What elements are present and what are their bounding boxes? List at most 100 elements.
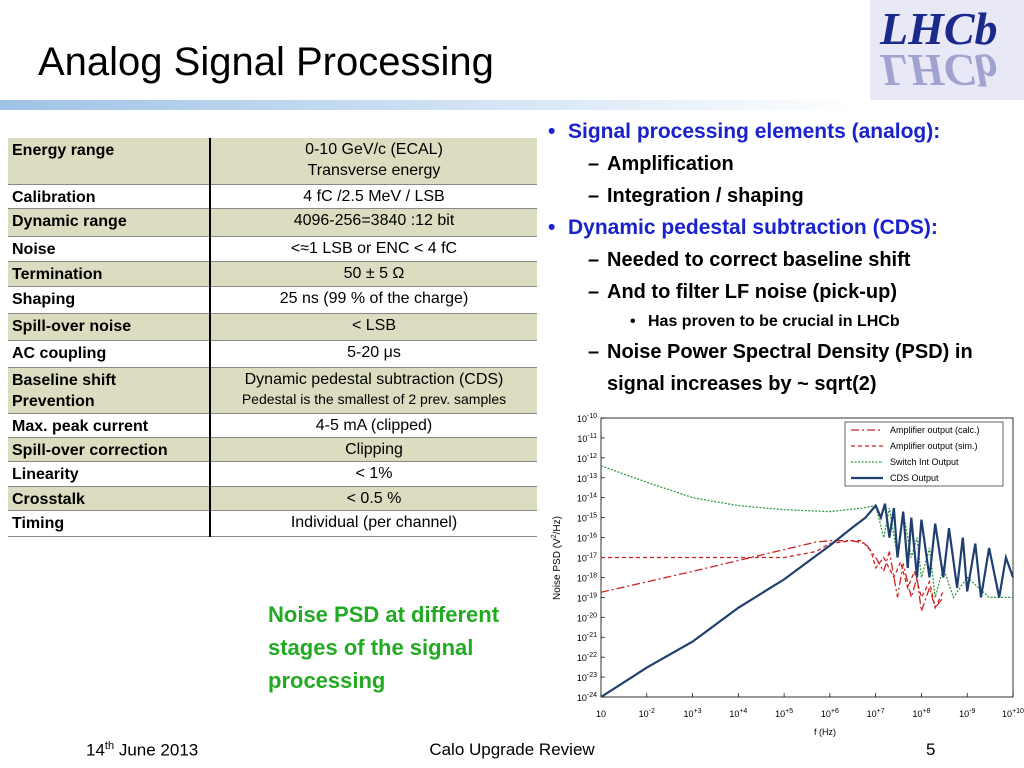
- label-cell: Max. peak current: [8, 413, 211, 438]
- label-cell: Baseline shift Prevention: [8, 367, 211, 414]
- tick-base: 10: [729, 709, 739, 719]
- value-cell: 4096-256=3840 :12 bit: [210, 208, 537, 237]
- bullet: • Dynamic pedestal subtraction (CDS):: [548, 212, 1024, 244]
- cell-line: Shaping: [12, 290, 76, 308]
- tick-exp: -20: [587, 612, 597, 619]
- y-label-part: Noise PSD (V: [552, 538, 563, 600]
- tick-exp: -14: [587, 493, 597, 500]
- tick-label: 10+8: [912, 708, 930, 720]
- tick-base: 10: [577, 474, 587, 484]
- tick-base: 10: [684, 709, 694, 719]
- cell-line: < 0.5 %: [346, 489, 402, 507]
- cell-line: Crosstalk: [12, 490, 85, 508]
- tick-base: 10: [577, 594, 587, 604]
- value-cell: 50 ± 5 Ω: [210, 261, 537, 287]
- bullet-marker: •: [548, 120, 556, 143]
- tick-exp: +6: [831, 708, 839, 715]
- table-row: Noise <≈1 LSB or ENC < 4 fC: [8, 236, 537, 262]
- tick-label: 10-13: [577, 473, 597, 485]
- bullet-marker: –: [588, 281, 600, 303]
- value-cell: < 0.5 %: [210, 486, 537, 511]
- tick-base: 10: [577, 494, 587, 504]
- tick-base: 10: [577, 454, 587, 464]
- tick-exp: -17: [587, 552, 597, 559]
- cell-line: 4 fC /2.5 MeV / LSB: [303, 187, 445, 205]
- tick-exp: -2: [649, 708, 655, 715]
- table-row: Energy range 0-10 GeV/c (ECAL) Transverse …: [8, 138, 537, 185]
- series-line: [600, 503, 1015, 698]
- cell-line: Termination: [12, 265, 103, 283]
- tick-label: 10-21: [577, 632, 597, 644]
- x-axis-label: f (Hz): [814, 727, 836, 737]
- tick-exp: -18: [587, 572, 597, 579]
- tick-base: 10: [959, 709, 969, 719]
- cell-line: Clipping: [345, 440, 403, 458]
- cell-line: Max. peak current: [12, 417, 149, 435]
- table-row: Calibration 4 fC /2.5 MeV / LSB: [8, 184, 537, 209]
- logo: LHCb LHCb: [870, 0, 1024, 100]
- cell-line: <≈1 LSB or ENC < 4 fC: [290, 239, 458, 257]
- value-cell: 4-5 mA (clipped): [210, 413, 537, 438]
- value-cell: 25 ns (99 % of the charge): [210, 286, 537, 314]
- value-cell: < LSB: [210, 313, 537, 341]
- cell-line: 4-5 mA (clipped): [315, 416, 433, 434]
- bullet-text: Signal processing elements (analog):: [568, 120, 941, 143]
- logo-reflection: LHCb: [880, 45, 998, 96]
- tick-exp: +3: [694, 708, 702, 715]
- value-cell: 5-20 μs: [210, 340, 537, 368]
- tick-base: 10: [577, 574, 587, 584]
- psd-chart: 10-1010-1110-1210-1310-1410-1510-1610-17…: [551, 413, 1024, 737]
- legend-label: Amplifier output (sim.): [890, 441, 978, 451]
- label-cell: AC coupling: [8, 340, 211, 368]
- tick-label: 10+3: [684, 708, 702, 720]
- tick-exp: +8: [922, 708, 930, 715]
- bullet-text: Noise Power Spectral Density (PSD) in si…: [607, 341, 973, 395]
- title-band: [0, 100, 860, 110]
- tick-exp: +7: [877, 708, 885, 715]
- logo-text: LHCb: [880, 3, 998, 54]
- bullet: – Amplification: [548, 148, 1024, 180]
- value-cell: 4 fC /2.5 MeV / LSB: [210, 184, 537, 209]
- tick-exp: -23: [587, 672, 597, 679]
- table-row: Shaping 25 ns (99 % of the charge): [8, 286, 537, 314]
- table-row: Max. peak current 4-5 mA (clipped): [8, 413, 537, 438]
- tick-base: 10: [775, 709, 785, 719]
- tick-label: 10+6: [821, 708, 839, 720]
- legend-label: Switch Int Output: [890, 457, 959, 467]
- tick-base: 10: [577, 514, 587, 524]
- value-cell: Dynamic pedestal subtraction (CDS) Pedest…: [210, 367, 537, 414]
- tick-exp: -12: [587, 453, 597, 460]
- tick-exp: +10: [1012, 708, 1024, 715]
- table-row: AC coupling 5-20 μs: [8, 340, 537, 368]
- tick-exp: -24: [587, 692, 597, 699]
- y-axis-label: Noise PSD (V2/Hz): [551, 516, 563, 600]
- cell-line: Timing: [12, 514, 65, 532]
- bullet-text: Has proven to be crucial in LHCb: [648, 313, 900, 330]
- legend-label: CDS Output: [890, 473, 939, 483]
- cell-line: Dynamic range: [12, 212, 127, 230]
- cell-line: 5-20 μs: [347, 343, 401, 361]
- tick-exp: -16: [587, 532, 597, 539]
- label-cell: Spill-over noise: [8, 313, 211, 341]
- cell-line: 25 ns (99 % of the charge): [279, 289, 469, 307]
- day: 14: [86, 740, 105, 760]
- table-row: Spill-over noise < LSB: [8, 313, 537, 341]
- cell-line: Transverse energy: [307, 162, 441, 179]
- cell-line: 4096-256=3840 :12 bit: [293, 211, 455, 229]
- cell-line: Pedestal is the smallest of 2 prev. samp…: [241, 390, 507, 407]
- label-cell: Calibration: [8, 184, 211, 209]
- cell-line: Calibration: [12, 188, 96, 206]
- cell-line: Spill-over correction: [12, 441, 168, 459]
- bullet: – Needed to correct baseline shift: [548, 244, 1024, 276]
- tick-label: 10-11: [577, 433, 597, 445]
- tick-base: 10: [577, 673, 587, 683]
- bullet-list: • Signal processing elements (analog): – Am…: [548, 116, 1024, 400]
- label-cell: Termination: [8, 261, 211, 287]
- day-suffix: th: [104, 740, 115, 752]
- tick-label: 10+4: [729, 708, 747, 720]
- slide-title: Analog Signal Processing: [38, 40, 494, 84]
- bullet: – Noise Power Spectral Density (PSD) in s…: [548, 336, 1024, 400]
- bullet-text: Needed to correct baseline shift: [607, 249, 911, 271]
- cell-line: Individual (per channel): [290, 513, 458, 531]
- tick-label: 10-14: [577, 493, 597, 505]
